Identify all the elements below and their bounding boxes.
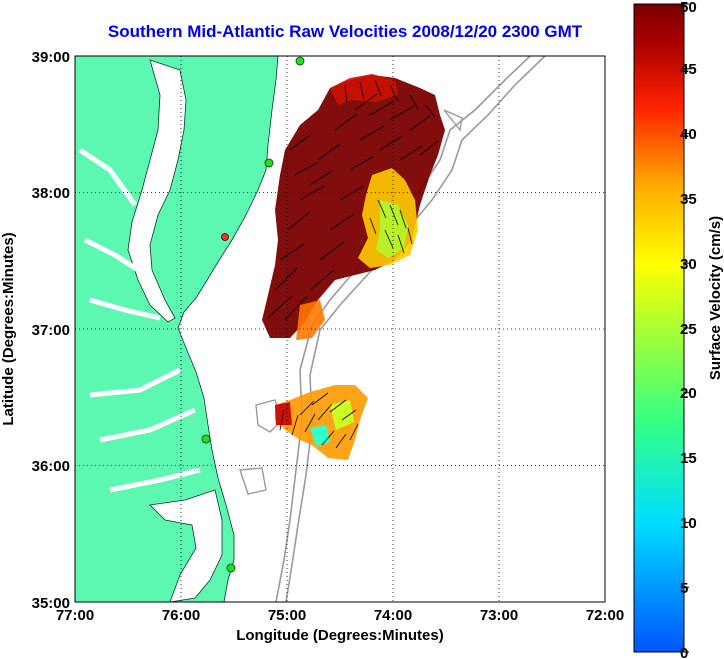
chesapeake-bay [127, 59, 187, 323]
y-tick-label: 38:00 [32, 185, 70, 202]
y-tick-label: 36:00 [32, 458, 70, 475]
velocity-field-north-slow [376, 200, 408, 258]
x-tick-label: 77:00 [56, 607, 94, 624]
bathymetry-feature [239, 109, 463, 495]
x-axis-label: Longitude (Degrees:Minutes) [236, 627, 444, 644]
plot-frame [74, 55, 606, 603]
map-title: Southern Mid-Atlantic Raw Velocities 200… [107, 22, 583, 41]
colorbar-tick-label: 30 [680, 256, 697, 273]
colorbar-tick-label: 45 [680, 61, 697, 78]
colorbar-tick-label: 35 [680, 191, 697, 208]
x-tick-label: 72:00 [586, 607, 624, 624]
station-marker [201, 434, 211, 444]
x-tick-label: 76:00 [162, 607, 200, 624]
bay-tributary [78, 147, 201, 493]
colorbar-tick-label: 0 [680, 645, 688, 659]
pamlico-sound [149, 489, 223, 602]
station-marker [221, 233, 229, 241]
colorbar-tick-label: 20 [680, 385, 697, 402]
velocity-vectors [267, 79, 439, 449]
x-tick-label: 73:00 [480, 607, 518, 624]
colorbar-tick-label: 50 [680, 0, 697, 16]
bathymetry-contour [275, 56, 531, 602]
velocity-field-north-fast [330, 74, 398, 105]
y-tick-label: 39:00 [32, 49, 70, 66]
colorbar-label: Surface Velocity (cm/s) [707, 216, 724, 380]
colorbar-tick-label: 40 [680, 126, 697, 143]
y-axis-label: Latitude (Degrees:Minutes) [0, 232, 17, 425]
velocity-field-south-slow [310, 425, 330, 446]
colorbar-tick-label: 15 [680, 450, 697, 467]
grid-lines [75, 56, 605, 602]
station-marker [295, 56, 305, 66]
x-tick-label: 75:00 [268, 607, 306, 624]
colorbar [633, 3, 685, 653]
colorbar-tick-marks [684, 3, 689, 653]
colorbar-tick-label: 25 [680, 321, 697, 338]
station-marker [226, 563, 236, 573]
velocity-field-north-orange [296, 300, 325, 340]
velocity-field-north [262, 75, 445, 338]
colorbar-tick-label: 5 [680, 580, 688, 597]
station-marker [264, 158, 274, 168]
y-tick-label: 35:00 [32, 595, 70, 612]
y-tick-label: 37:00 [32, 322, 70, 339]
colorbar-tick-label: 10 [680, 515, 697, 532]
x-tick-label: 74:00 [374, 607, 412, 624]
bathymetry-contour [285, 56, 546, 602]
